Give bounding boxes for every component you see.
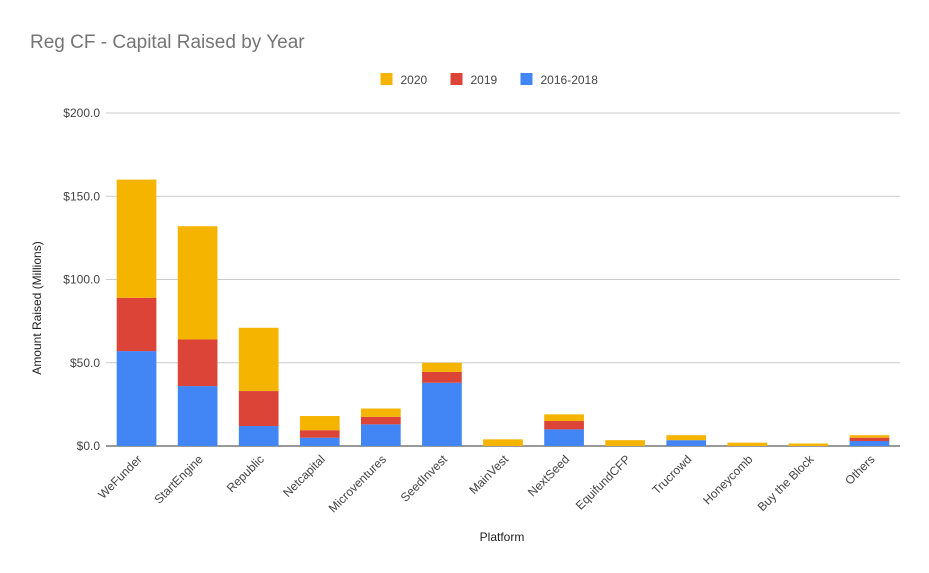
bar-segment — [360, 408, 401, 417]
x-tick-label: Netcapital — [280, 452, 328, 500]
bar-segment — [360, 424, 401, 446]
bar-segment — [177, 339, 218, 387]
x-tick-label: StartEngine — [151, 452, 205, 506]
bar-segment — [666, 440, 707, 446]
y-tick-label: $200.0 — [63, 106, 100, 120]
bar-segment — [849, 435, 890, 438]
x-tick-label: Others — [842, 452, 877, 487]
bar-segment — [849, 441, 890, 446]
legend-swatch — [450, 73, 463, 85]
legend-label: 2016-2018 — [541, 73, 599, 87]
bar-segment — [788, 443, 829, 446]
bar-segment — [544, 429, 584, 446]
grid: $0.0 $50.0 $100.0 $150.0 $200.0 — [63, 106, 900, 453]
x-tick-label: Microventures — [326, 452, 389, 515]
x-tick-label: Honeycomb — [700, 452, 755, 507]
y-tick-label: $150.0 — [63, 189, 100, 203]
bar-segment — [299, 416, 340, 431]
x-tick-label: NextSeed — [525, 452, 572, 499]
bar-segment — [116, 297, 157, 352]
bar-segment — [605, 440, 646, 446]
bar-segment — [238, 327, 279, 392]
bar-segment — [483, 439, 523, 446]
x-tick-label: Republic — [224, 452, 267, 495]
bar-segment — [299, 430, 340, 438]
x-tick-label: Trucrowd — [649, 452, 694, 497]
bar-segment — [544, 421, 584, 430]
legend-label: 2020 — [401, 73, 428, 87]
x-tick-label: EquifundCFP — [573, 452, 633, 512]
x-tick-label: SeedInvest — [398, 452, 451, 505]
bar-segment — [177, 386, 218, 446]
bar-segment — [849, 437, 890, 442]
chart-title: Reg CF - Capital Raised by Year — [30, 32, 305, 53]
legend-label: 2019 — [471, 73, 498, 87]
bar-segment — [544, 414, 584, 422]
y-tick-label: $100.0 — [63, 273, 100, 287]
x-tick-label: WeFunder — [95, 452, 144, 501]
bar-segment — [116, 179, 157, 298]
bar-segment — [238, 391, 279, 427]
x-tick-label: Buy the Block — [755, 452, 817, 514]
bar-segment — [116, 351, 157, 446]
bar-segment — [727, 442, 768, 446]
bar-segment — [238, 426, 279, 446]
x-axis-label: Platform — [480, 530, 525, 544]
bar-segment — [177, 226, 218, 340]
x-tick-labels: WeFunder StartEngine Republic NetcapitalMic… — [95, 452, 877, 516]
bar-segment — [299, 437, 340, 446]
bar-segment — [666, 435, 707, 441]
bars — [116, 179, 890, 446]
y-axis-label: Amount Raised (Millions) — [30, 241, 44, 374]
legend: 2020 2019 2016-2018 — [380, 73, 599, 87]
legend-swatch — [520, 73, 533, 85]
legend-swatch — [380, 73, 393, 85]
bar-segment — [422, 362, 462, 372]
y-tick-label: $50.0 — [70, 356, 100, 370]
bar-segment — [422, 371, 462, 383]
x-tick-label: MainVest — [466, 452, 511, 497]
bar-segment — [360, 416, 401, 425]
y-tick-label: $0.0 — [77, 439, 101, 453]
bar-segment — [422, 382, 462, 446]
